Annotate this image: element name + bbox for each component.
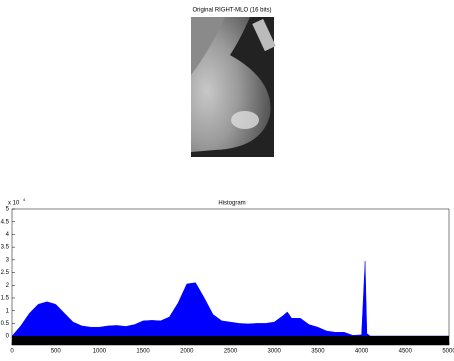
x-tick-label: 4500: [399, 349, 413, 355]
y-tick-label: 1: [6, 308, 10, 314]
y-tick-label: 4.5: [1, 219, 10, 225]
x-tick-label: 1000: [93, 349, 107, 355]
y-tick-label: 0: [6, 334, 10, 340]
x-tick-label: 500: [51, 349, 62, 355]
x-tick-label: 2000: [180, 349, 194, 355]
y-tick-label: 4: [6, 232, 10, 238]
x-tick-label: 5000: [442, 349, 454, 355]
y-scale-exponent: 4: [23, 197, 26, 202]
x-tick-label: 1500: [136, 349, 150, 355]
x-tick-label: 3500: [311, 349, 325, 355]
x-tick-label: 0: [10, 349, 14, 355]
bottom-band: [12, 336, 449, 345]
y-tick-label: 5: [6, 207, 10, 213]
mammogram-image: [191, 17, 276, 157]
y-tick-label: 2.5: [1, 270, 10, 276]
y-tick-label: 1.5: [1, 296, 10, 302]
image-title: Original RIGHT-MLO (16 bits): [192, 8, 271, 14]
y-tick-label: 0.5: [1, 321, 10, 327]
chart-title: Histogram: [218, 201, 245, 207]
y-scale-base: x 10: [8, 201, 20, 207]
y-tick-label: 3.5: [1, 245, 10, 251]
y-tick-label: 3: [6, 257, 10, 263]
y-tick-label: 2: [6, 283, 10, 289]
x-tick-label: 3000: [268, 349, 282, 355]
x-tick-label: 4000: [355, 349, 369, 355]
figure: Original RIGHT-MLO (16 bits) Histogram x…: [0, 0, 454, 356]
x-tick-label: 2500: [224, 349, 238, 355]
